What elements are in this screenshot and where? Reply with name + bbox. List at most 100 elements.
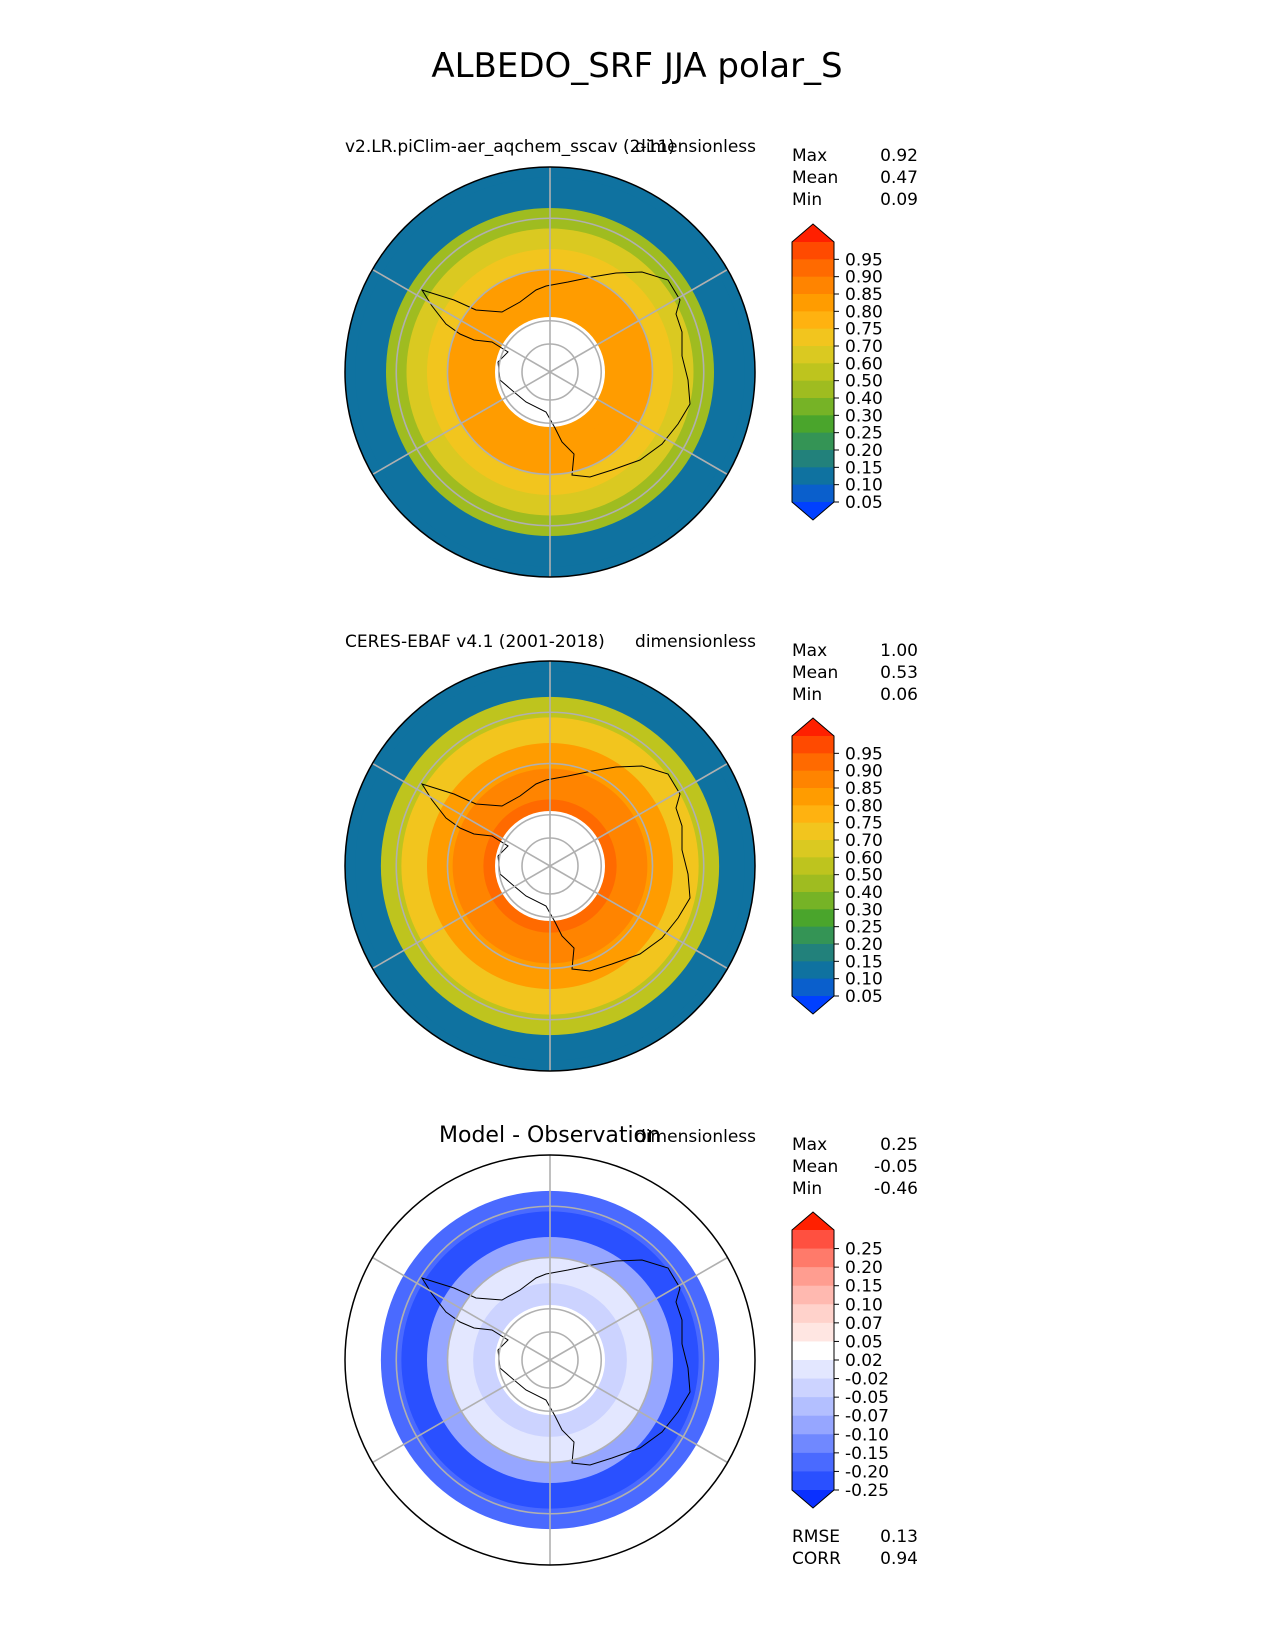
panel-difference: Model - Observation dimensionless Max 0.… xyxy=(344,1123,918,1569)
colorbar-tick-label: 0.60 xyxy=(845,848,883,868)
colorbar-segment xyxy=(792,380,834,399)
panel-title-right: dimensionless xyxy=(635,632,756,652)
colorbar-tick-label: 0.90 xyxy=(845,762,883,782)
meridian-line xyxy=(549,268,728,373)
colorbar-tick-label: 0.70 xyxy=(845,337,883,357)
colorbar-segment xyxy=(792,415,834,434)
meridian-line xyxy=(549,1256,728,1361)
map-boundary xyxy=(344,1154,756,1566)
colorbar-segment xyxy=(792,1230,834,1250)
stat-label: Mean xyxy=(792,663,838,683)
colorbar-segment xyxy=(792,1397,834,1417)
colorbar-segment xyxy=(792,909,834,928)
colorbar-segment xyxy=(792,1452,834,1472)
stat-value: 0.94 xyxy=(880,1549,918,1569)
colorbar-tick-label: 0.30 xyxy=(845,900,883,920)
colorbar-tick-label: 0.75 xyxy=(845,320,883,340)
colorbar-segment xyxy=(792,753,834,772)
colorbar-tick-label: -0.20 xyxy=(845,1462,889,1482)
colorbar-segment xyxy=(792,1434,834,1454)
colorbar-segment xyxy=(792,242,834,260)
meridian-line xyxy=(549,371,728,476)
colorbar-tick-label: 0.02 xyxy=(845,1351,883,1371)
stat-value: 0.13 xyxy=(880,1527,918,1547)
stat-label: RMSE xyxy=(792,1527,840,1547)
colorbar-segment xyxy=(792,857,834,876)
stats-block: Max 1.00 Mean 0.53 Min 0.06 xyxy=(792,641,918,705)
stat-label: Mean xyxy=(792,168,838,188)
error-stats-block: RMSE 0.13 CORR 0.94 xyxy=(792,1527,918,1569)
antarctica-coastline xyxy=(420,1259,691,1466)
meridian-line xyxy=(549,865,728,970)
antarctica-coastline xyxy=(420,271,691,478)
colorbar-tick-label: 0.30 xyxy=(845,406,883,426)
colorbar-segment xyxy=(792,1285,834,1305)
colorbar-tick-label: 0.20 xyxy=(845,441,883,461)
meridian-line xyxy=(372,762,551,867)
map-gridlines xyxy=(372,167,728,577)
colorbar-segment xyxy=(792,1248,834,1268)
colorbar-tick-label: 0.90 xyxy=(845,268,883,288)
colorbar-segment xyxy=(792,294,834,312)
panel-observation: CERES-EBAF v4.1 (2001-2018) dimensionles… xyxy=(344,632,918,1072)
map-gridlines xyxy=(372,661,728,1071)
meridian-line xyxy=(549,1359,728,1464)
stat-label: Max xyxy=(792,1135,827,1155)
colorbar-segment xyxy=(792,259,834,278)
colorbar-segment xyxy=(792,276,834,295)
colorbar-segment xyxy=(792,944,834,962)
stat-value: -0.46 xyxy=(874,1179,918,1199)
colorbar-tick-label: 0.15 xyxy=(845,952,883,972)
panel-title-right: dimensionless xyxy=(635,1127,756,1147)
colorbar-tick-label: 0.80 xyxy=(845,796,883,816)
colorbar-extend-top xyxy=(792,718,834,736)
colorbar-segment xyxy=(792,978,834,997)
colorbar-tick-label: 0.10 xyxy=(845,476,883,496)
colorbar-extend-top xyxy=(792,224,834,242)
stat-label: Min xyxy=(792,1179,822,1199)
stat-value: 0.06 xyxy=(880,685,918,705)
colorbar-segment xyxy=(792,1378,834,1398)
colorbar-tick-label: 0.05 xyxy=(845,987,883,1007)
colorbar-tick-label: 0.15 xyxy=(845,458,883,478)
stats-block: Max 0.92 Mean 0.47 Min 0.09 xyxy=(792,146,918,210)
stats-block: Max 0.25 Mean -0.05 Min -0.46 xyxy=(792,1135,918,1199)
colorbar-segment xyxy=(792,450,834,468)
stat-value: 1.00 xyxy=(880,641,918,661)
colorbar: 0.950.900.850.800.750.700.600.500.400.30… xyxy=(791,223,883,521)
stat-label: Max xyxy=(792,641,827,661)
colorbar-segment xyxy=(792,346,834,364)
colorbar-segment xyxy=(792,328,834,347)
colorbar-segment xyxy=(792,363,834,382)
colorbar-tick-label: 0.50 xyxy=(845,372,883,392)
colorbar-segment xyxy=(792,1471,834,1491)
stat-value: 0.53 xyxy=(880,663,918,683)
colorbar-tick-label: 0.95 xyxy=(845,744,883,764)
panel-model: v2.LR.piClim-aer_aqchem_sscav (2-11) dim… xyxy=(344,137,918,578)
meridian-line xyxy=(549,762,728,867)
coastline-path xyxy=(420,271,691,478)
colorbar-tick-label: 0.95 xyxy=(845,250,883,270)
colorbar-tick-label: 0.05 xyxy=(845,1332,883,1352)
colorbar-tick-label: 0.25 xyxy=(845,1240,883,1260)
colorbar-segment xyxy=(792,926,834,945)
map-boundary xyxy=(344,660,756,1072)
stat-value: 0.47 xyxy=(880,168,918,188)
colorbar-tick-label: 0.70 xyxy=(845,831,883,851)
colorbar-segment xyxy=(792,805,834,824)
colorbar-extend-bottom xyxy=(792,502,834,520)
colorbar-segment xyxy=(792,432,834,451)
colorbar-tick-label: 0.25 xyxy=(845,918,883,938)
meridian-line xyxy=(372,1359,551,1464)
colorbar-segment xyxy=(792,961,834,980)
stat-label: Min xyxy=(792,190,822,210)
colorbar-tick-label: 0.25 xyxy=(845,424,883,444)
colorbar-tick-label: -0.07 xyxy=(845,1407,889,1427)
colorbar-segment xyxy=(792,840,834,858)
colorbar-segment xyxy=(792,467,834,486)
colorbar-tick-label: 0.05 xyxy=(845,493,883,513)
colorbar-tick-label: 0.20 xyxy=(845,1258,883,1278)
stat-label: CORR xyxy=(792,1549,841,1569)
stat-label: Min xyxy=(792,685,822,705)
colorbar: 0.250.200.150.100.070.050.02-0.02-0.05-0… xyxy=(791,1211,889,1509)
